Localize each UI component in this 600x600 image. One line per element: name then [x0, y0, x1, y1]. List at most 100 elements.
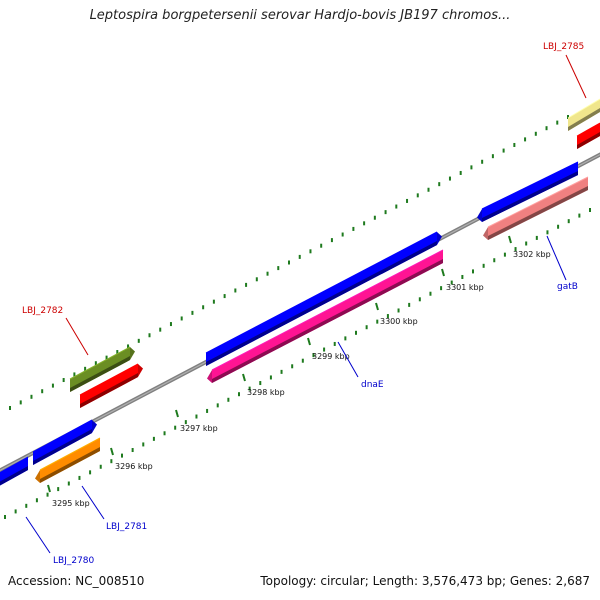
- track-dot: [259, 381, 262, 386]
- track-dot: [320, 243, 323, 248]
- track-dot: [365, 325, 368, 330]
- major-tick: [47, 484, 51, 493]
- gene-feature[interactable]: [207, 249, 444, 383]
- track-dot: [373, 215, 376, 220]
- topology-summary: Topology: circular; Length: 3,576,473 bp…: [260, 574, 590, 588]
- major-tick: [307, 337, 311, 346]
- track-dot: [163, 431, 166, 436]
- track-dot: [525, 241, 528, 246]
- gene-label-lbj-2785[interactable]: LBJ_2785: [543, 42, 584, 52]
- track-dot: [503, 252, 506, 257]
- track-dot: [482, 263, 485, 268]
- track-dot: [14, 509, 17, 514]
- tick-label: 3301 kbp: [446, 283, 484, 292]
- gene-LBJ_2782[interactable]: [69, 346, 135, 392]
- track-dot: [578, 213, 581, 218]
- track-dot: [323, 347, 326, 352]
- track-dot: [127, 344, 130, 349]
- track-dot: [110, 459, 113, 464]
- track-dot: [470, 165, 473, 170]
- track-dot: [277, 266, 280, 271]
- track-dot: [429, 291, 432, 296]
- gene-features: [0, 98, 600, 490]
- track-dot: [481, 159, 484, 164]
- gene-feature[interactable]: [79, 363, 143, 408]
- track-dot: [148, 333, 151, 338]
- track-dot: [386, 314, 389, 319]
- track-dot: [438, 182, 441, 187]
- track-dot: [397, 308, 400, 313]
- gene-gatB[interactable]: [483, 176, 589, 240]
- gene-LBJ_2781[interactable]: [35, 437, 101, 483]
- track-dot: [255, 277, 258, 282]
- track-dot: [450, 280, 453, 285]
- track-dot: [202, 305, 205, 310]
- track-dot: [408, 302, 411, 307]
- track-dot: [212, 299, 215, 304]
- track-dot: [344, 336, 347, 341]
- track-dot: [301, 358, 304, 363]
- track-dot: [105, 355, 108, 360]
- major-tick: [175, 409, 179, 418]
- track-dot: [238, 392, 240, 397]
- track-dot: [567, 219, 570, 224]
- gene-label-gatb[interactable]: gatB: [557, 282, 578, 292]
- track-dot: [19, 400, 22, 405]
- track-dot: [513, 142, 516, 147]
- gene-feature[interactable]: [477, 161, 579, 222]
- track-dot: [89, 470, 92, 475]
- gene-feature[interactable]: [32, 419, 97, 465]
- track-dot: [131, 448, 134, 453]
- gene-LBJ_2780[interactable]: [0, 456, 29, 490]
- track-dot: [376, 319, 379, 324]
- track-dot: [248, 386, 251, 391]
- tick-label: 3299 kbp: [312, 352, 350, 361]
- gene-label-lbj-2780[interactable]: LBJ_2780: [53, 556, 95, 566]
- track-dot: [524, 137, 527, 142]
- gene-feature[interactable]: [576, 122, 600, 149]
- track-dot: [395, 204, 398, 209]
- track-dot: [491, 154, 494, 159]
- track-dot: [502, 148, 505, 153]
- track-dot: [312, 353, 315, 358]
- tick-track: 3295 kbp 3296 kbp 3297 kbp 3298 kbp 3299 kbp…: [47, 235, 551, 508]
- major-tick: [441, 268, 445, 277]
- label-leader-line: [25, 516, 51, 554]
- gene-label-dnae[interactable]: dnaE: [361, 380, 384, 390]
- gene-dnaE[interactable]: [205, 231, 442, 366]
- track-dot: [25, 503, 28, 508]
- track-dot: [245, 282, 248, 287]
- track-dot: [298, 254, 301, 259]
- track-dot: [184, 420, 187, 425]
- track-dot: [589, 208, 591, 212]
- track-dot: [269, 375, 272, 380]
- dot-tracks: [4, 115, 591, 519]
- track-dot: [309, 249, 312, 254]
- track-dot: [121, 453, 123, 458]
- track-dot: [352, 226, 355, 231]
- major-tick: [508, 235, 512, 244]
- track-dot: [440, 286, 443, 291]
- tick-label: 3302 kbp: [513, 250, 551, 259]
- gene-label-lbj-2781[interactable]: LBJ_2781: [106, 522, 147, 532]
- track-dot: [35, 498, 38, 503]
- track-dot: [546, 230, 549, 235]
- track-dot: [94, 361, 97, 366]
- track-dot: [288, 260, 290, 265]
- track-dot: [62, 378, 65, 383]
- track-dot: [416, 193, 419, 198]
- track-dot: [567, 115, 569, 119]
- track-dot: [159, 327, 162, 332]
- track-dot: [57, 487, 60, 492]
- gene-label-lbj-2782[interactable]: LBJ_2782: [22, 306, 63, 316]
- major-tick: [110, 447, 114, 456]
- map-title: Leptospira borgpetersenii serovar Hardjo…: [89, 8, 511, 23]
- track-dot: [51, 383, 54, 388]
- track-dot: [427, 187, 430, 192]
- major-tick: [242, 373, 246, 382]
- track-dot: [180, 316, 183, 321]
- track-dot: [195, 414, 198, 419]
- track-dot: [137, 338, 140, 343]
- gene-LBJ_2785[interactable]: [567, 98, 600, 131]
